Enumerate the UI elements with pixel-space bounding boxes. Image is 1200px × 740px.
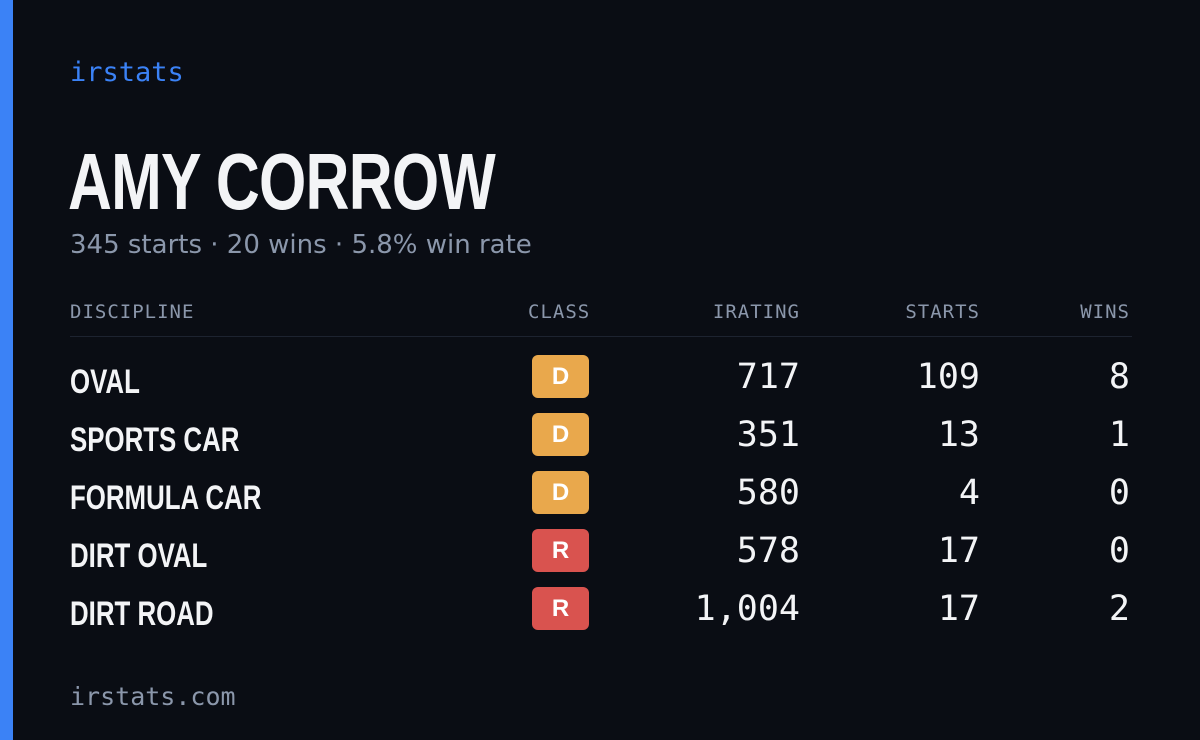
irating-value: 580 xyxy=(736,473,800,513)
wins-value: 2 xyxy=(1108,589,1130,629)
table-row: FORMULA CAR D 580 4 0 xyxy=(70,468,1132,526)
starts-value: 109 xyxy=(916,357,980,397)
starts-value: 13 xyxy=(937,415,980,455)
table-row: OVAL D 717 109 8 xyxy=(70,352,1132,410)
table-row: DIRT OVAL R 578 17 0 xyxy=(70,526,1132,584)
discipline-name: OVAL xyxy=(70,363,140,401)
class-badge: D xyxy=(532,413,589,456)
wins-value: 0 xyxy=(1108,531,1130,571)
header-starts: STARTS xyxy=(905,301,980,323)
discipline-name: FORMULA CAR xyxy=(70,479,262,517)
discipline-name: DIRT OVAL xyxy=(70,537,208,575)
starts-value: 4 xyxy=(958,473,980,513)
profile-summary: 345 starts · 20 wins · 5.8% win rate xyxy=(70,230,532,260)
table-body: OVAL D 717 109 8 SPORTS CAR D 351 13 1 F… xyxy=(70,337,1132,642)
table-row: SPORTS CAR D 351 13 1 xyxy=(70,410,1132,468)
accent-bar xyxy=(0,0,13,740)
stats-table: DISCIPLINE CLASS IRATING STARTS WINS OVA… xyxy=(70,298,1132,642)
wins-value: 0 xyxy=(1108,473,1130,513)
irating-value: 1,004 xyxy=(694,589,800,629)
class-badge: D xyxy=(532,355,589,398)
header-wins: WINS xyxy=(1080,301,1130,323)
class-badge: R xyxy=(532,529,589,572)
irating-value: 351 xyxy=(736,415,800,455)
profile-name: AMY CORROW xyxy=(68,137,496,226)
discipline-name: DIRT ROAD xyxy=(70,595,214,633)
footer-url: irstats.com xyxy=(70,682,236,711)
wins-value: 1 xyxy=(1108,415,1130,455)
discipline-name: SPORTS CAR xyxy=(70,421,240,459)
class-badge: D xyxy=(532,471,589,514)
header-irating: IRATING xyxy=(712,301,800,323)
starts-value: 17 xyxy=(937,531,980,571)
class-badge: R xyxy=(532,587,589,630)
irating-value: 578 xyxy=(736,531,800,571)
wins-value: 8 xyxy=(1108,357,1130,397)
header-class: CLASS xyxy=(528,301,591,323)
table-header: DISCIPLINE CLASS IRATING STARTS WINS xyxy=(70,298,1132,337)
starts-value: 17 xyxy=(937,589,980,629)
table-row: DIRT ROAD R 1,004 17 2 xyxy=(70,584,1132,642)
header-discipline: DISCIPLINE xyxy=(70,301,195,323)
irating-value: 717 xyxy=(736,357,800,397)
brand-logo: irstats xyxy=(70,57,184,88)
